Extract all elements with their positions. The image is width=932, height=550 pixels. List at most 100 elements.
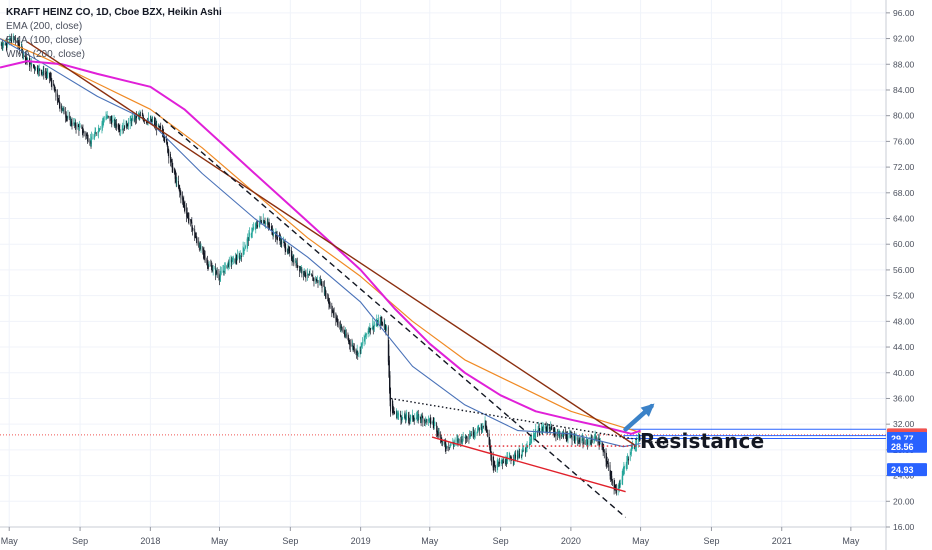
candle-body <box>460 439 462 443</box>
candle-body <box>345 332 347 335</box>
candle-body <box>6 44 8 46</box>
price-tick-label: 48.00 <box>893 316 915 326</box>
candle-body <box>251 232 253 235</box>
candle-body <box>214 268 216 270</box>
candle-body <box>202 248 204 254</box>
price-tick-label: 80.00 <box>893 111 915 121</box>
time-tick-label: May <box>632 536 650 546</box>
candle-body <box>444 441 446 445</box>
candle-body <box>569 432 571 437</box>
candle-body <box>618 484 620 490</box>
candle-body <box>176 180 178 182</box>
candle-body <box>212 269 213 271</box>
candle-body <box>276 234 278 240</box>
candle-body <box>125 120 127 128</box>
candle-body <box>410 415 412 419</box>
candle-body <box>307 274 309 276</box>
candle-body <box>340 326 342 327</box>
candle-body <box>198 243 200 251</box>
wma200-line <box>0 60 641 435</box>
candle-body <box>550 426 552 431</box>
candle-body <box>31 63 33 66</box>
candle-body <box>312 275 314 281</box>
candle-body <box>150 118 152 121</box>
candle-body <box>252 228 254 232</box>
candle-body <box>480 424 482 430</box>
candle-body <box>357 352 359 354</box>
candle-body <box>625 464 627 468</box>
candle-body <box>364 332 366 340</box>
candle-body <box>70 120 72 122</box>
candle-body <box>623 464 625 474</box>
candle-body <box>264 221 265 224</box>
candle-body <box>402 417 404 419</box>
candle-body <box>206 261 208 264</box>
candle-body <box>244 247 246 250</box>
candle-body <box>329 303 331 308</box>
candle-body <box>167 147 169 153</box>
candle-body <box>481 428 483 430</box>
candle-body <box>390 387 391 412</box>
candle-body <box>183 200 185 206</box>
candle-body <box>133 117 135 121</box>
candle-body <box>321 283 323 288</box>
candle-body <box>341 326 343 329</box>
candle-body <box>413 419 415 422</box>
candle-body <box>473 433 475 436</box>
candle-body <box>73 123 75 125</box>
candle-body <box>53 83 54 86</box>
candle-body <box>504 459 506 463</box>
candle-body <box>57 98 59 100</box>
candle-body <box>537 429 539 432</box>
candle-body <box>232 257 234 260</box>
candle-body <box>184 204 186 211</box>
candle-body <box>339 322 341 330</box>
candle-body <box>579 439 580 443</box>
candle-body <box>545 427 546 428</box>
resistance-annotation[interactable]: Resistance <box>640 429 765 453</box>
candle-body <box>347 335 349 340</box>
candle-body <box>83 131 84 133</box>
candle-body <box>530 437 532 442</box>
candle-body <box>573 436 575 442</box>
candle-body <box>348 339 350 342</box>
candle-body <box>494 465 496 468</box>
candle-body <box>323 285 325 295</box>
candle-body <box>515 454 516 459</box>
candle-body <box>17 40 19 45</box>
candle-body <box>587 440 588 445</box>
candle-body <box>309 273 311 275</box>
candle-body <box>58 99 60 102</box>
candle-body <box>271 226 273 234</box>
candle-body <box>163 135 165 139</box>
candle-body <box>190 220 192 223</box>
candle-body <box>325 293 327 295</box>
candle-body <box>159 126 160 128</box>
candle-body <box>226 266 228 268</box>
candle-body <box>134 115 136 120</box>
candle-body <box>406 414 408 417</box>
candle-body <box>259 220 261 222</box>
candle-body <box>621 476 623 484</box>
candle-body <box>639 437 641 438</box>
candle-body <box>2 44 4 47</box>
candle-body <box>321 281 322 286</box>
candle-body <box>236 259 238 261</box>
candle-body <box>457 439 459 442</box>
candle-body <box>470 433 472 437</box>
candle-body <box>295 261 297 266</box>
candle-body <box>135 113 137 119</box>
candle-body <box>425 417 427 422</box>
candle-body <box>571 435 573 440</box>
candle-body <box>93 137 95 140</box>
candle-body <box>408 415 409 419</box>
candle-body <box>481 426 482 431</box>
candle-body <box>151 120 153 122</box>
candle-body <box>388 344 390 377</box>
candle-body <box>114 120 116 124</box>
candle-body <box>337 319 338 325</box>
candle-body <box>361 343 363 347</box>
candle-body <box>308 274 310 276</box>
